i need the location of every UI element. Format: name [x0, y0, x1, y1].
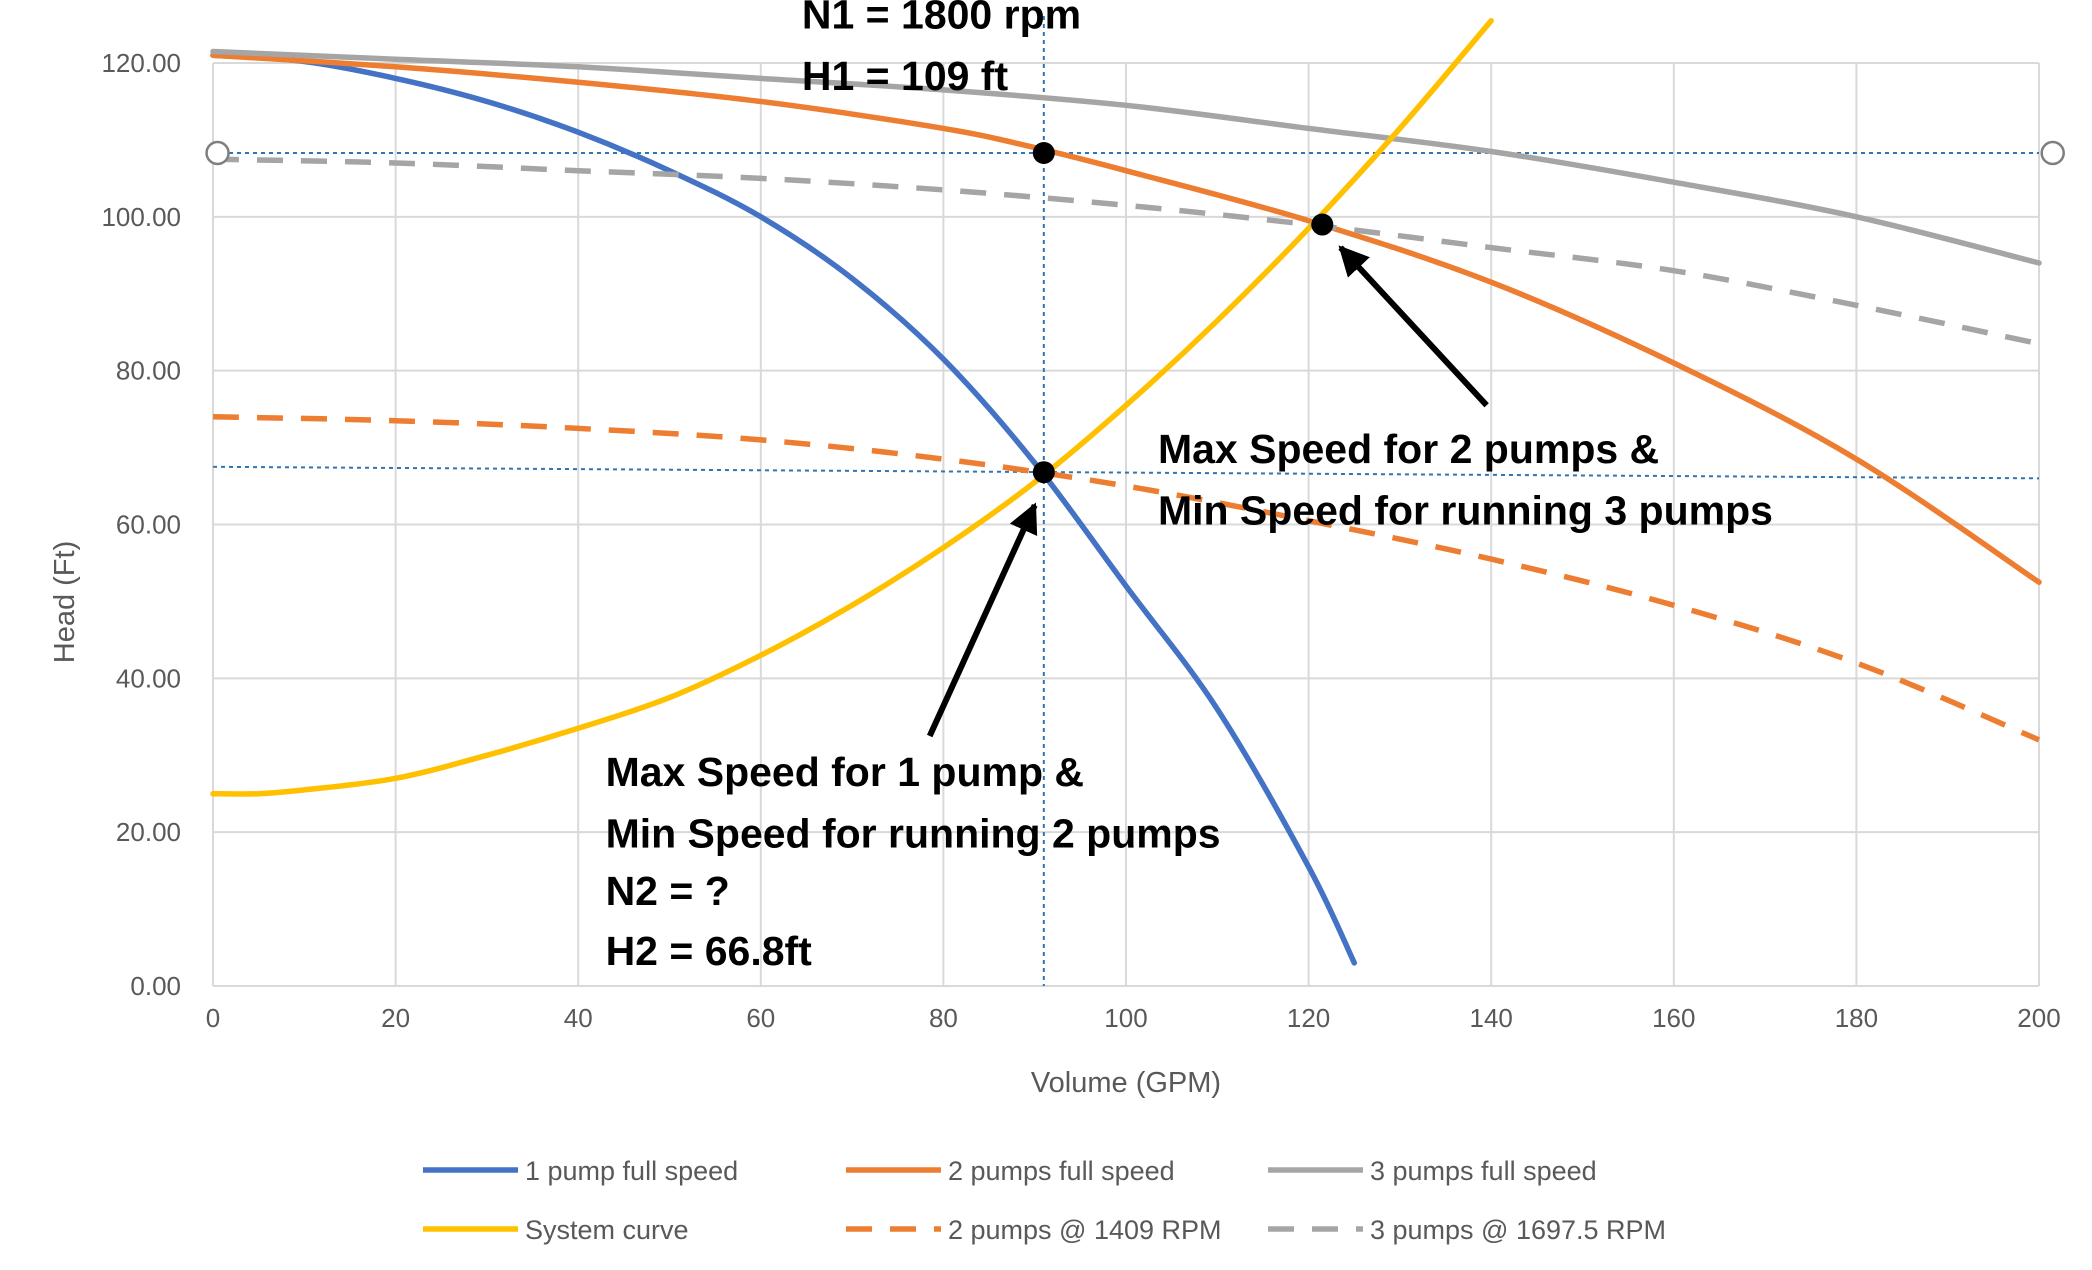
- y-tick-label: 100.00: [101, 202, 181, 232]
- annotation-text: H2 = 66.8ft: [606, 928, 813, 974]
- axis-ticks: 0 20 40 60 80 100 120 140 160 180 200 0.00 20.00 40.0…: [101, 48, 2060, 1033]
- x-tick-label: 180: [1835, 1003, 1878, 1033]
- annotation-arrow: [926, 502, 1038, 738]
- annotation-text: Min Speed for running 3 pumps: [1158, 488, 1773, 534]
- x-tick-label: 160: [1652, 1003, 1695, 1033]
- reference-line: [212, 465, 2040, 480]
- series-line-1: [210, 52, 1358, 966]
- series-layer: [210, 17, 2042, 966]
- x-tick-label: 20: [381, 1003, 410, 1033]
- endpoint-handle: [205, 140, 230, 166]
- x-tick-label: 40: [564, 1003, 593, 1033]
- operating-point: [1311, 213, 1334, 236]
- annotation-text: H1 = 109 ft: [802, 53, 1009, 99]
- annotation-arrow: [1338, 245, 1489, 408]
- series-line-6: [212, 156, 2040, 347]
- y-tick-label: 0.00: [130, 971, 181, 1001]
- annotation-text: N2 = ?: [606, 868, 730, 914]
- x-tick-label: 80: [929, 1003, 958, 1033]
- x-tick-label: 0: [206, 1003, 220, 1033]
- y-tick-label: 60.00: [116, 510, 181, 540]
- annotations-layer: N1 = 1800 rpm H1 = 109 ft Max Speed for 2 …: [606, 0, 1773, 974]
- series-line-3: [210, 48, 2042, 266]
- x-tick-label: 60: [746, 1003, 775, 1033]
- operating-point: [1032, 141, 1055, 164]
- markers-layer: [205, 140, 2065, 484]
- x-tick-label: 140: [1470, 1003, 1513, 1033]
- reference-lines: [212, 16, 2040, 986]
- legend-label: System curve: [525, 1215, 689, 1245]
- x-axis-title: Volume (GPM): [1031, 1067, 1221, 1099]
- legend-label: 2 pumps full speed: [948, 1156, 1175, 1186]
- legend-label: 3 pumps full speed: [1370, 1156, 1597, 1186]
- series-line-4: [210, 17, 1494, 797]
- y-tick-label: 120.00: [101, 48, 181, 78]
- legend-label: 3 pumps @ 1697.5 RPM: [1370, 1215, 1666, 1245]
- legend-label: 1 pump full speed: [525, 1156, 738, 1186]
- annotation-text: Max Speed for 2 pumps &: [1158, 426, 1659, 472]
- x-tick-label: 120: [1287, 1003, 1330, 1033]
- endpoint-handle: [2040, 140, 2065, 166]
- legend-label: 2 pumps @ 1409 RPM: [948, 1215, 1222, 1245]
- legend: 1 pump full speed 2 pumps full speed 3 pum…: [423, 1156, 1666, 1245]
- y-axis-title: Head (Ft): [49, 541, 81, 663]
- series-line-2: [210, 52, 2042, 585]
- annotation-text: Max Speed for 1 pump &: [606, 749, 1084, 795]
- annotation-text: Min Speed for running 2 pumps: [606, 811, 1221, 857]
- grid-layer: [212, 62, 2040, 987]
- x-tick-label: 100: [1104, 1003, 1147, 1033]
- y-tick-label: 40.00: [116, 663, 181, 693]
- y-tick-label: 20.00: [116, 817, 181, 847]
- series-line-5: [212, 414, 2041, 743]
- x-tick-label: 200: [2017, 1003, 2060, 1033]
- y-tick-label: 80.00: [116, 356, 181, 386]
- operating-point: [1032, 461, 1055, 484]
- annotation-text: N1 = 1800 rpm: [802, 0, 1081, 37]
